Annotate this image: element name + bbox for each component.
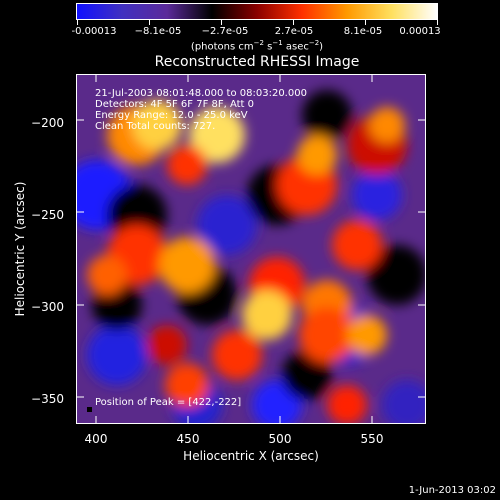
heatmap-blob xyxy=(302,90,352,140)
peak-marker xyxy=(87,407,92,412)
colorbar-tick-label: −2.7e-05 xyxy=(201,26,249,37)
heatmap-blob xyxy=(347,315,387,355)
y-tick-label: −200 xyxy=(31,116,64,130)
heatmap-blob xyxy=(382,380,425,423)
x-tick-label: 500 xyxy=(268,432,292,446)
heatmap-blob xyxy=(147,325,187,365)
colorbar-tick-label: 0.00013 xyxy=(399,26,441,37)
heatmap-blob xyxy=(352,170,402,220)
heatmap-blob xyxy=(327,385,367,423)
heatmap-blob xyxy=(297,135,337,175)
x-tick-label: 450 xyxy=(176,432,200,446)
heatmap-blob xyxy=(197,195,257,255)
info-clean-counts: Clean Total counts: 727. xyxy=(95,121,216,132)
heatmap-blob xyxy=(132,100,182,150)
heatmap-blob xyxy=(299,307,355,363)
colorbar-tick-label: −8.1e-05 xyxy=(134,26,182,37)
heatmap-blob xyxy=(87,255,127,295)
heatmap-blob xyxy=(282,350,332,400)
heatmap-blob xyxy=(332,220,382,270)
colorbar-tick-label: 2.7e-05 xyxy=(274,26,314,37)
image-plot-area: 21-Jul-2003 08:01:48.000 to 08:03:20.000… xyxy=(76,74,426,424)
colorbar xyxy=(76,3,438,20)
y-tick-label: −350 xyxy=(31,392,64,406)
x-axis-label: Heliocentric X (arcsec) xyxy=(183,449,319,463)
heatmap-blob xyxy=(369,107,405,143)
colorbar-tick-label: -0.00013 xyxy=(71,26,117,37)
y-tick-label: −250 xyxy=(31,208,64,222)
footer-date: 1-Jun-2013 03:02 xyxy=(408,485,496,496)
x-tick-label: 400 xyxy=(84,432,108,446)
plot-title: Reconstructed RHESSI Image xyxy=(154,54,360,70)
heatmap-blob xyxy=(189,107,245,163)
heatmap-blob xyxy=(159,237,215,293)
y-tick-label: −300 xyxy=(31,300,64,314)
heatmap-blob xyxy=(212,330,262,380)
heatmap-blob xyxy=(87,325,147,385)
heatmap-blob xyxy=(242,290,292,340)
heatmap-image xyxy=(77,75,425,423)
heatmap-blob xyxy=(367,245,425,305)
peak-position-label: Position of Peak = [422,-222] xyxy=(95,397,242,408)
colorbar-tick-label: 8.1e-05 xyxy=(343,26,383,37)
info-detectors: Detectors: 4F 5F 6F 7F 8F, Att 0 xyxy=(95,99,255,110)
info-time-range: 21-Jul-2003 08:01:48.000 to 08:03:20.000 xyxy=(95,88,307,99)
info-energy-range: Energy Range: 12.0 - 25.0 keV xyxy=(95,110,248,121)
y-axis-label: Heliocentric Y (arcsec) xyxy=(13,181,27,317)
colorbar-units: (photons cm−2 s−1 asec−2) xyxy=(190,39,324,53)
heatmap-blob xyxy=(167,145,207,185)
x-tick-label: 550 xyxy=(360,432,384,446)
heatmap-blob xyxy=(165,363,209,407)
